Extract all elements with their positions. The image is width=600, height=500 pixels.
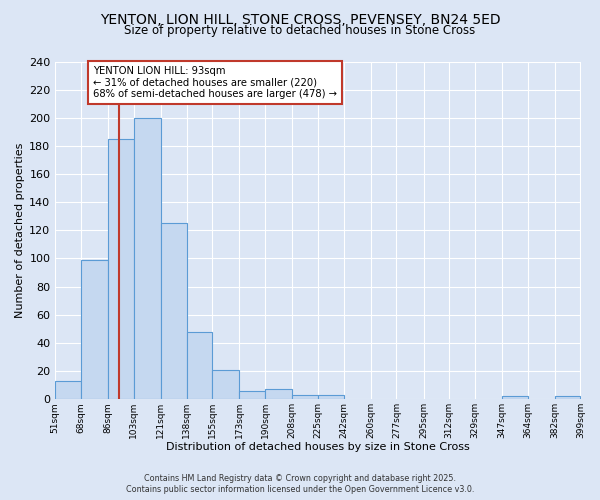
Bar (187, 332, 212, 399)
Y-axis label: Number of detached properties: Number of detached properties (15, 142, 25, 318)
Bar (292, 395, 318, 399)
X-axis label: Distribution of detached houses by size in Stone Cross: Distribution of detached houses by size … (166, 442, 470, 452)
Bar (265, 390, 292, 399)
Bar (161, 224, 187, 399)
Text: YENTON LION HILL: 93sqm
← 31% of detached houses are smaller (220)
68% of semi-d: YENTON LION HILL: 93sqm ← 31% of detache… (93, 66, 337, 99)
Text: YENTON, LION HILL, STONE CROSS, PEVENSEY, BN24 5ED: YENTON, LION HILL, STONE CROSS, PEVENSEY… (100, 12, 500, 26)
Bar (239, 390, 265, 399)
Text: Contains HM Land Registry data © Crown copyright and database right 2025.
Contai: Contains HM Land Registry data © Crown c… (126, 474, 474, 494)
Bar (81, 260, 108, 399)
Bar (134, 118, 161, 399)
Bar (55, 381, 81, 399)
Bar (212, 370, 239, 399)
Bar (502, 396, 527, 399)
Bar (555, 396, 580, 399)
Bar (108, 139, 134, 399)
Text: Size of property relative to detached houses in Stone Cross: Size of property relative to detached ho… (124, 24, 476, 37)
Bar (318, 395, 344, 399)
